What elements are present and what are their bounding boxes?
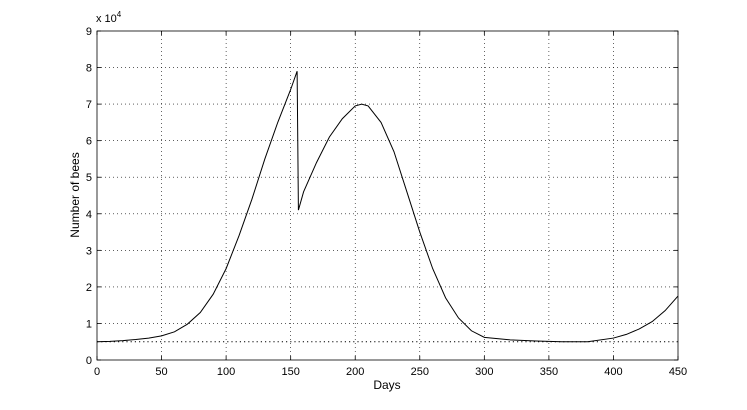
y-tick-label: 5 bbox=[86, 172, 92, 184]
y-tick-label: 1 bbox=[86, 318, 92, 330]
x-tick-label: 0 bbox=[94, 366, 100, 378]
grid bbox=[97, 31, 678, 360]
y-tick-label: 7 bbox=[86, 99, 92, 111]
y-axis-label: Number of bees bbox=[68, 152, 82, 237]
plot-lines bbox=[96, 71, 679, 343]
y-tick-label: 8 bbox=[86, 63, 92, 75]
axes-box bbox=[96, 30, 679, 361]
x-tick-label: 450 bbox=[669, 366, 687, 378]
tick-labels: 0 50 100 150 200 250 300 350 400 450 0 1 2 3 4 5 6 7 8 9 bbox=[86, 26, 687, 378]
y-tick-label: 4 bbox=[86, 209, 92, 221]
x-tick-label: 350 bbox=[540, 366, 558, 378]
y-tick-label: 0 bbox=[86, 355, 92, 367]
y-tick-label: 2 bbox=[86, 282, 92, 294]
y-tick-label: 9 bbox=[86, 26, 92, 38]
y-multiplier-base: x 10 bbox=[96, 13, 117, 25]
y-multiplier: x 104 bbox=[96, 10, 122, 25]
x-tick-label: 100 bbox=[217, 366, 235, 378]
y-multiplier-exponent: 4 bbox=[117, 10, 122, 19]
x-tick-label: 250 bbox=[411, 366, 429, 378]
ticks bbox=[96, 30, 679, 361]
x-tick-label: 300 bbox=[475, 366, 493, 378]
x-axis-label: Days bbox=[373, 378, 400, 392]
x-tick-label: 400 bbox=[604, 366, 622, 378]
x-tick-label: 150 bbox=[281, 366, 299, 378]
y-tick-label: 3 bbox=[86, 245, 92, 257]
y-tick-label: 6 bbox=[86, 136, 92, 148]
solid-series-line bbox=[96, 71, 679, 343]
x-tick-label: 50 bbox=[155, 366, 167, 378]
x-tick-label: 200 bbox=[346, 366, 364, 378]
